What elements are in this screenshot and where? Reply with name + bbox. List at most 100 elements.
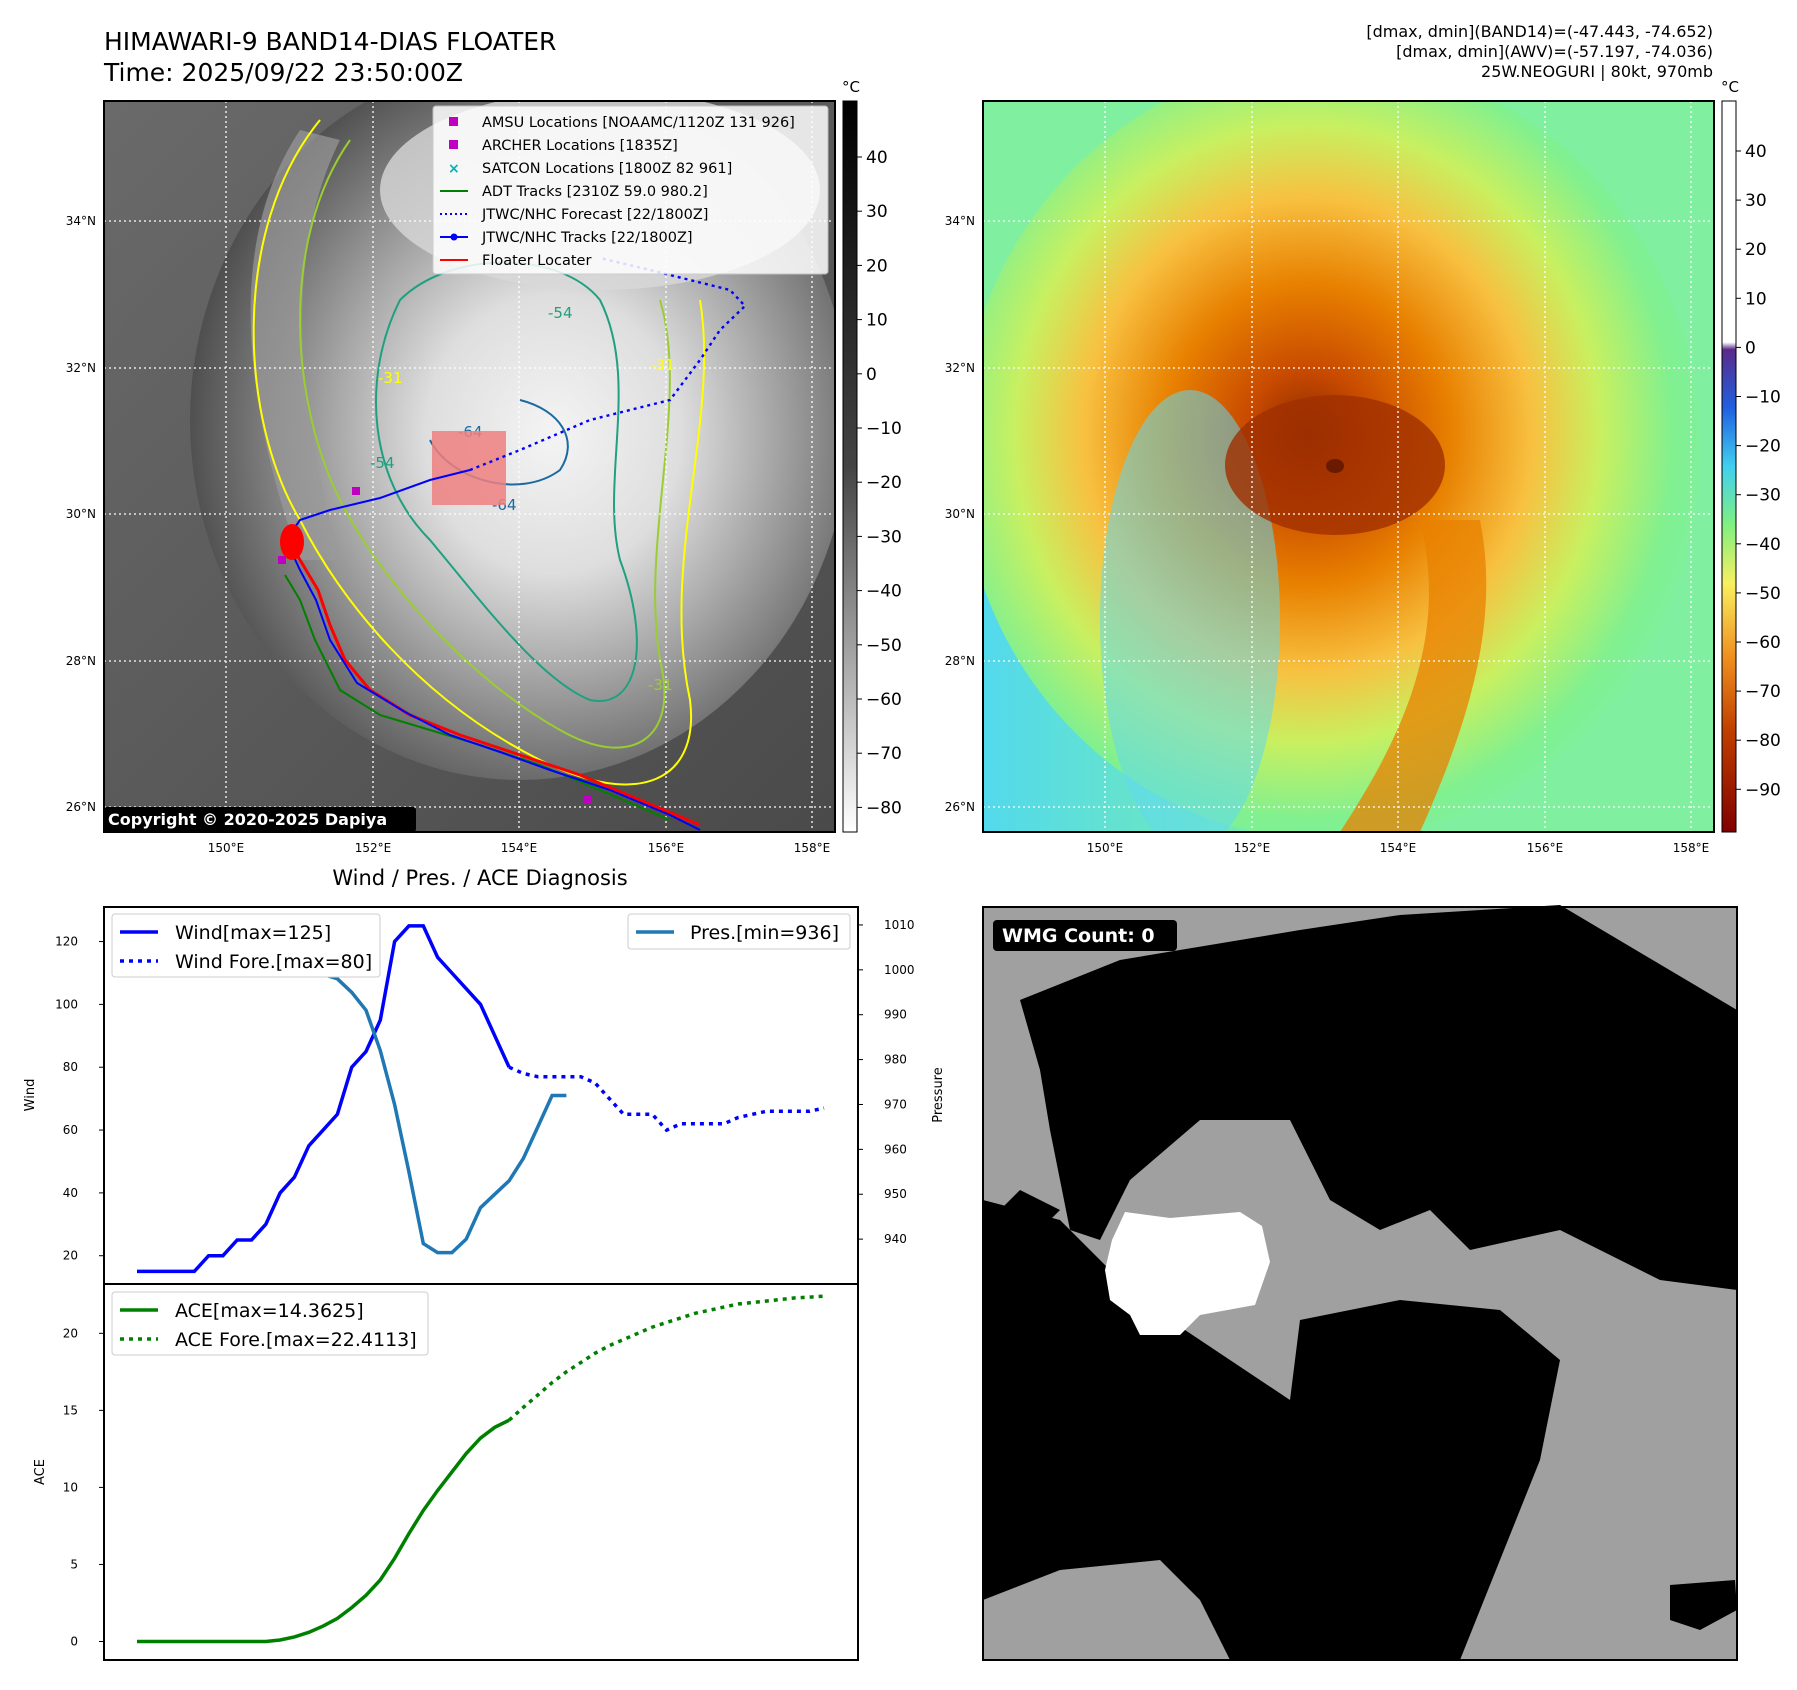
ace-axes bbox=[103, 1283, 859, 1661]
ace-legend-label: ACE[max=14.3625] bbox=[175, 1300, 364, 1322]
wind-line bbox=[137, 924, 511, 1274]
colorbar-tick-label: 0 bbox=[1745, 338, 1756, 358]
colorbar-tick-label: 10 bbox=[866, 311, 888, 331]
lon-tick-label: 150°E bbox=[208, 841, 245, 855]
ace-ytick-label: 10 bbox=[63, 1480, 78, 1494]
ir-legend bbox=[432, 105, 829, 275]
lon-tick-label: 152°E bbox=[355, 841, 392, 855]
contour-label: -31 bbox=[378, 369, 403, 387]
lat-tick-label: 32°N bbox=[66, 361, 96, 375]
lat-tick-label: 28°N bbox=[945, 654, 975, 668]
ir-panel: -54 -54 -64 -64 -31 -31 -31 AMSU Locatio… bbox=[103, 78, 902, 833]
ace-legend: ACE[max=14.3625] ACE Fore.[max=22.4113] bbox=[111, 1291, 429, 1356]
colorbar-tick-label: 40 bbox=[866, 148, 888, 168]
wind-ytick-label: 120 bbox=[55, 935, 78, 949]
wind-ytick-label: 60 bbox=[63, 1123, 78, 1137]
colorbar-tick-label: −90 bbox=[1745, 780, 1781, 800]
ace-forecast-legend-label: ACE Fore.[max=22.4113] bbox=[175, 1329, 417, 1351]
contour-yellow bbox=[252, 119, 706, 786]
ir-outer-band bbox=[250, 130, 340, 560]
awv-panel: °C 40 30 20 10 0 −10 −20 −30 −40 −50 −60 −70 −80 −90 bbox=[982, 78, 1781, 833]
wind-ytick-label: 40 bbox=[63, 1186, 78, 1200]
colorbar-tick-label: −50 bbox=[1745, 584, 1781, 604]
lon-tick-label: 158°E bbox=[1673, 841, 1710, 855]
amsu-marker bbox=[352, 487, 360, 495]
jtwc-track bbox=[284, 469, 701, 831]
pressure-ytick-label: 1010 bbox=[884, 918, 915, 932]
wind-legend-label: Wind[max=125] bbox=[175, 922, 331, 944]
legend-marker bbox=[449, 140, 458, 149]
info-line-1: [dmax, dmin](BAND14)=(-47.443, -74.652) bbox=[1366, 22, 1713, 41]
legend-marker bbox=[449, 117, 458, 126]
pressure-ytick-label: 1000 bbox=[884, 963, 915, 977]
lat-tick-label: 30°N bbox=[945, 507, 975, 521]
contour-label: -31 bbox=[648, 676, 673, 694]
wmg-count-label: WMG Count: 0 bbox=[1002, 925, 1155, 947]
title-line-1: HIMAWARI-9 BAND14-DIAS FLOATER bbox=[104, 27, 557, 56]
wind-forecast-line bbox=[508, 1065, 825, 1133]
floater-box bbox=[432, 431, 506, 505]
ir-colorbar bbox=[842, 100, 858, 833]
awv-colorbar-unit: °C bbox=[1721, 78, 1739, 96]
lon-tick-label: 158°E bbox=[794, 841, 831, 855]
pressure-legend-label: Pres.[min=936] bbox=[690, 922, 839, 944]
colorbar-tick-label: −40 bbox=[1745, 535, 1781, 555]
wind-ytick-label: 20 bbox=[63, 1249, 78, 1263]
ace-ytick-label: 0 bbox=[70, 1635, 78, 1649]
pressure-ylabel: Pressure bbox=[931, 1067, 946, 1123]
lon-tick-label: 156°E bbox=[1527, 841, 1564, 855]
ace-ytick-label: 15 bbox=[63, 1403, 78, 1417]
archer-marker bbox=[278, 556, 286, 564]
lon-tick-label: 154°E bbox=[1380, 841, 1417, 855]
colorbar-tick-label: −60 bbox=[1745, 633, 1781, 653]
ace-ylabel: ACE bbox=[33, 1459, 48, 1485]
awv-dry-arc bbox=[1100, 390, 1280, 832]
legend-label: SATCON Locations [1800Z 82 961] bbox=[482, 161, 732, 177]
wind-ytick-label: 100 bbox=[55, 997, 78, 1011]
wmg-cold-region-south bbox=[983, 1200, 1560, 1660]
lat-tick-label: 32°N bbox=[945, 361, 975, 375]
awv-gridlines bbox=[983, 101, 1714, 832]
ace-ytick-label: 20 bbox=[63, 1326, 78, 1340]
awv-eye bbox=[1326, 459, 1344, 473]
colorbar-tick-label: −30 bbox=[1745, 486, 1781, 506]
ace-line bbox=[137, 1418, 510, 1644]
ace-forecast-line bbox=[507, 1294, 825, 1422]
contour-label: -54 bbox=[370, 454, 395, 472]
ir-colorbar-unit: °C bbox=[842, 78, 860, 96]
legend-marker: × bbox=[448, 161, 460, 177]
figure-info: [dmax, dmin](BAND14)=(-47.443, -74.652) … bbox=[1366, 22, 1713, 82]
wmg-warm-region bbox=[1105, 1212, 1270, 1335]
awv-rainband bbox=[1340, 520, 1487, 832]
pressure-ytick-label: 950 bbox=[884, 1187, 907, 1201]
wind-forecast-legend-label: Wind Fore.[max=80] bbox=[175, 951, 372, 973]
colorbar-tick-label: 0 bbox=[866, 365, 877, 385]
pressure-ytick-label: 940 bbox=[884, 1232, 907, 1246]
pressure-ytick-label: 960 bbox=[884, 1142, 907, 1156]
lat-tick-label: 34°N bbox=[66, 214, 96, 228]
lat-tick-label: 26°N bbox=[945, 800, 975, 814]
lon-tick-label: 150°E bbox=[1087, 841, 1124, 855]
lon-tick-label: 154°E bbox=[501, 841, 538, 855]
colorbar-tick-label: −50 bbox=[866, 636, 902, 656]
wmg-panel: WMG Count: 0 bbox=[982, 905, 1738, 1661]
colorbar-tick-label: 30 bbox=[866, 202, 888, 222]
colorbar-tick-label: 30 bbox=[1745, 191, 1767, 211]
lon-tick-label: 152°E bbox=[1234, 841, 1271, 855]
colorbar-tick-label: −10 bbox=[1745, 388, 1781, 408]
wind-ytick-label: 80 bbox=[63, 1060, 78, 1074]
floater-cluster bbox=[280, 524, 304, 560]
info-line-2: [dmax, dmin](AWV)=(-57.197, -74.036) bbox=[1396, 42, 1713, 61]
pressure-ytick-label: 970 bbox=[884, 1097, 907, 1111]
lat-tick-label: 30°N bbox=[66, 507, 96, 521]
ace-ytick-label: 5 bbox=[70, 1557, 78, 1571]
wind-legend: Wind[max=125] Wind Fore.[max=80] bbox=[111, 913, 381, 978]
contour-teal bbox=[375, 261, 638, 702]
colorbar-tick-label: −60 bbox=[866, 690, 902, 710]
wind-ylabel: Wind bbox=[23, 1079, 38, 1112]
colorbar-tick-label: −30 bbox=[866, 527, 902, 547]
figure-title: HIMAWARI-9 BAND14-DIAS FLOATER Time: 202… bbox=[104, 26, 556, 88]
ir-panel-border bbox=[103, 100, 836, 833]
legend-label: ARCHER Locations [1835Z] bbox=[482, 138, 678, 154]
archer-marker bbox=[584, 796, 592, 804]
